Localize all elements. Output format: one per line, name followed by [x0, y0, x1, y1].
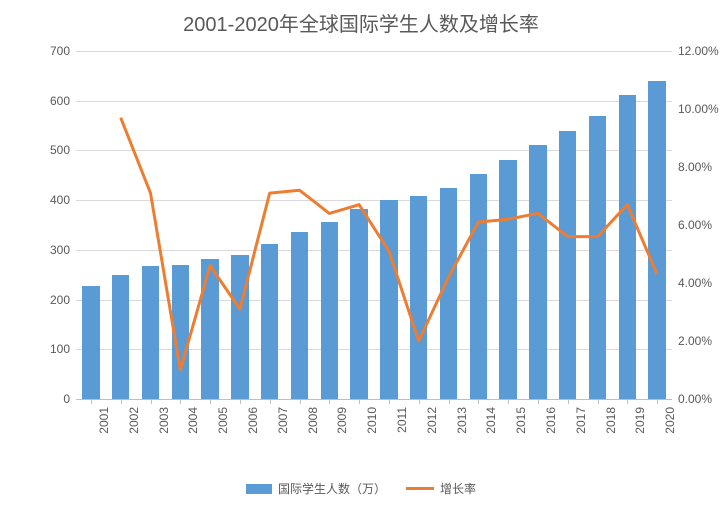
- x-tick-label: 2010: [365, 407, 379, 437]
- x-tick: [121, 399, 122, 404]
- bar: [559, 131, 576, 399]
- bar: [291, 232, 308, 399]
- bar: [142, 266, 159, 399]
- chart-title: 2001-2020年全球国际学生人数及增长率: [12, 8, 710, 37]
- x-tick-label: 2020: [663, 407, 677, 437]
- grid-line: [76, 250, 672, 251]
- x-tick: [389, 399, 390, 404]
- legend-label-line: 增长率: [440, 480, 476, 497]
- bar: [172, 265, 189, 399]
- x-tick: [449, 399, 450, 404]
- grid-line: [76, 101, 672, 102]
- x-axis-line: [76, 399, 672, 400]
- bar: [201, 259, 218, 399]
- grid-line: [76, 300, 672, 301]
- x-tick: [538, 399, 539, 404]
- bar: [589, 116, 606, 399]
- x-tick-label: 2019: [633, 407, 647, 437]
- bar: [231, 255, 248, 399]
- x-tick: [240, 399, 241, 404]
- x-tick-label: 2002: [127, 407, 141, 437]
- x-tick-label: 2008: [306, 407, 320, 437]
- x-tick: [270, 399, 271, 404]
- y-right-tick-label: 12.00%: [678, 44, 719, 58]
- y-left-tick-label: 700: [42, 44, 70, 58]
- x-tick-label: 2001: [97, 407, 111, 437]
- x-tick-label: 2013: [455, 407, 469, 437]
- x-tick-label: 2011: [395, 407, 409, 437]
- y-left-tick-label: 200: [42, 293, 70, 307]
- x-tick: [180, 399, 181, 404]
- y-right-tick-label: 4.00%: [678, 276, 712, 290]
- x-tick: [151, 399, 152, 404]
- plot-region: 01002003004005006007000.00%2.00%4.00%6.0…: [42, 51, 722, 439]
- plot-area: [76, 51, 672, 399]
- chart-container: 2001-2020年全球国际学生人数及增长率 0 100 200 300 400 500 6…: [0, 0, 722, 517]
- y-left-tick-label: 600: [42, 94, 70, 108]
- grid-line: [76, 349, 672, 350]
- y-left-tick-label: 300: [42, 243, 70, 257]
- x-tick: [359, 399, 360, 404]
- legend-item-line: 增长率: [406, 480, 476, 497]
- x-tick-label: 2007: [276, 407, 290, 437]
- y-left-tick-label: 0: [42, 392, 70, 406]
- x-tick: [478, 399, 479, 404]
- y-right-tick-label: 10.00%: [678, 102, 719, 116]
- x-tick-label: 2012: [425, 407, 439, 437]
- bar: [410, 196, 427, 399]
- x-tick: [598, 399, 599, 404]
- y-right-tick-label: 8.00%: [678, 160, 712, 174]
- x-tick-label: 2006: [246, 407, 260, 437]
- grid-line: [76, 150, 672, 151]
- bar: [261, 244, 278, 399]
- x-tick: [329, 399, 330, 404]
- bar: [112, 275, 129, 399]
- x-tick-label: 2003: [157, 407, 171, 437]
- grid-line: [76, 51, 672, 52]
- x-tick-label: 2015: [514, 407, 528, 437]
- x-tick-label: 2004: [186, 407, 200, 437]
- x-tick: [300, 399, 301, 404]
- y-left-tick-label: 100: [42, 342, 70, 356]
- x-tick-label: 2016: [544, 407, 558, 437]
- bar: [380, 200, 397, 399]
- y-right-tick-label: 6.00%: [678, 218, 712, 232]
- grid-line: [76, 200, 672, 201]
- x-tick: [91, 399, 92, 404]
- bar: [648, 81, 665, 399]
- legend-label-bar: 国际学生人数（万）: [278, 480, 386, 497]
- bar: [470, 174, 487, 399]
- bar: [499, 160, 516, 399]
- bar: [529, 145, 546, 399]
- y-left-tick-label: 500: [42, 143, 70, 157]
- x-tick-label: 2005: [216, 407, 230, 437]
- x-tick-label: 2017: [574, 407, 588, 437]
- bar: [440, 188, 457, 399]
- bar: [619, 95, 636, 399]
- legend-swatch-bar: [246, 484, 272, 494]
- x-tick: [508, 399, 509, 404]
- legend: 国际学生人数（万） 增长率: [0, 480, 722, 497]
- x-tick: [627, 399, 628, 404]
- y-left-tick-label: 400: [42, 193, 70, 207]
- x-tick-label: 2014: [484, 407, 498, 437]
- legend-swatch-line: [406, 487, 434, 490]
- y-right-tick-label: 0.00%: [678, 392, 712, 406]
- bar: [82, 286, 99, 399]
- legend-item-bar: 国际学生人数（万）: [246, 480, 386, 497]
- bar: [321, 222, 338, 399]
- x-tick: [568, 399, 569, 404]
- x-tick: [419, 399, 420, 404]
- x-tick-label: 2009: [335, 407, 349, 437]
- y-right-tick-label: 2.00%: [678, 334, 712, 348]
- x-tick: [657, 399, 658, 404]
- x-tick-label: 2018: [604, 407, 618, 437]
- x-tick: [210, 399, 211, 404]
- bar: [350, 209, 367, 399]
